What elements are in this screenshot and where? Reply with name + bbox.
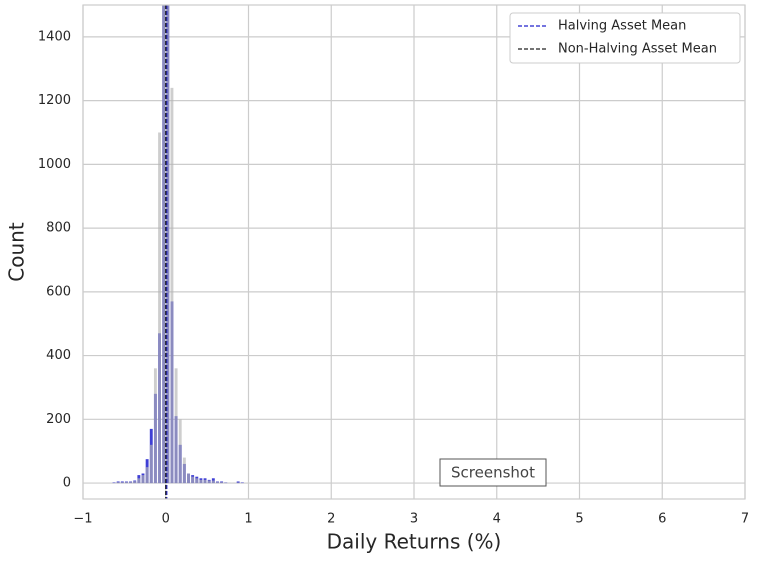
histogram-bar	[216, 481, 219, 484]
histogram-bar	[203, 479, 207, 484]
legend-label: Non-Halving Asset Mean	[558, 42, 717, 57]
histogram-bar	[191, 476, 195, 484]
legend-label: Halving Asset Mean	[558, 19, 686, 34]
histogram-bar	[141, 475, 145, 484]
histogram-bar	[207, 480, 211, 484]
histogram-bar	[162, 5, 166, 484]
histogram-bar	[199, 479, 203, 484]
annotation: Screenshot	[451, 464, 535, 482]
histogram-bar	[153, 368, 157, 484]
legend: Halving Asset Mean Non-Halving Asset Mean	[509, 12, 741, 64]
plot-frame	[82, 4, 746, 500]
histogram-bar	[182, 457, 186, 484]
histogram-bar	[158, 132, 161, 484]
y-axis-label: Count	[5, 222, 29, 282]
histogram-bar	[120, 482, 124, 484]
grid	[82, 5, 746, 499]
histogram-bar	[112, 482, 116, 484]
x-tick-label: −1	[73, 512, 92, 527]
y-tick-label: 400	[46, 348, 71, 363]
x-tick-label: 1	[244, 512, 252, 527]
y-tick-label: 800	[46, 221, 71, 236]
x-tick-label: 6	[658, 512, 666, 527]
x-tick-label: 5	[575, 512, 583, 527]
annotation-box	[439, 458, 547, 487]
x-tick-label: 4	[493, 512, 501, 527]
histogram-bar	[149, 444, 153, 484]
histogram-bar	[211, 480, 215, 484]
x-tick-label: 3	[410, 512, 418, 527]
bars	[112, 5, 244, 499]
x-tick-label: 7	[741, 512, 749, 527]
histogram-bar	[178, 419, 182, 484]
histogram-bar	[116, 482, 120, 484]
y-tick-label: 1400	[38, 29, 71, 44]
histogram-bar	[124, 481, 128, 484]
histogram-bar	[236, 481, 240, 484]
x-tick-label: 2	[327, 512, 335, 527]
histogram-bar	[137, 478, 141, 484]
histogram-bar	[170, 87, 174, 484]
y-tick-label: 600	[46, 284, 71, 299]
x-axis-label: Daily Returns (%)	[327, 530, 502, 554]
histogram-bar	[129, 481, 133, 484]
tick-labels: −1 0 1 2 3 4 5 6 7 0 200 400 600 800 1000 1200 1400	[38, 29, 749, 526]
x-tick-label: 0	[162, 512, 170, 527]
histogram-bar	[195, 478, 199, 484]
histogram-bar	[145, 467, 149, 484]
histogram-bar	[224, 482, 228, 484]
y-tick-label: 0	[63, 476, 71, 491]
histogram-bar	[174, 368, 178, 484]
legend-box	[509, 12, 741, 64]
histogram-bar	[220, 482, 224, 484]
histogram-bar	[236, 482, 240, 484]
y-tick-label: 1000	[38, 157, 71, 172]
histogram-bar	[240, 482, 244, 484]
y-tick-label: 1200	[38, 93, 71, 108]
histogram-bar	[133, 481, 137, 484]
y-tick-label: 200	[46, 412, 71, 427]
histogram-bar	[166, 5, 170, 484]
histogram-bar	[187, 473, 190, 484]
